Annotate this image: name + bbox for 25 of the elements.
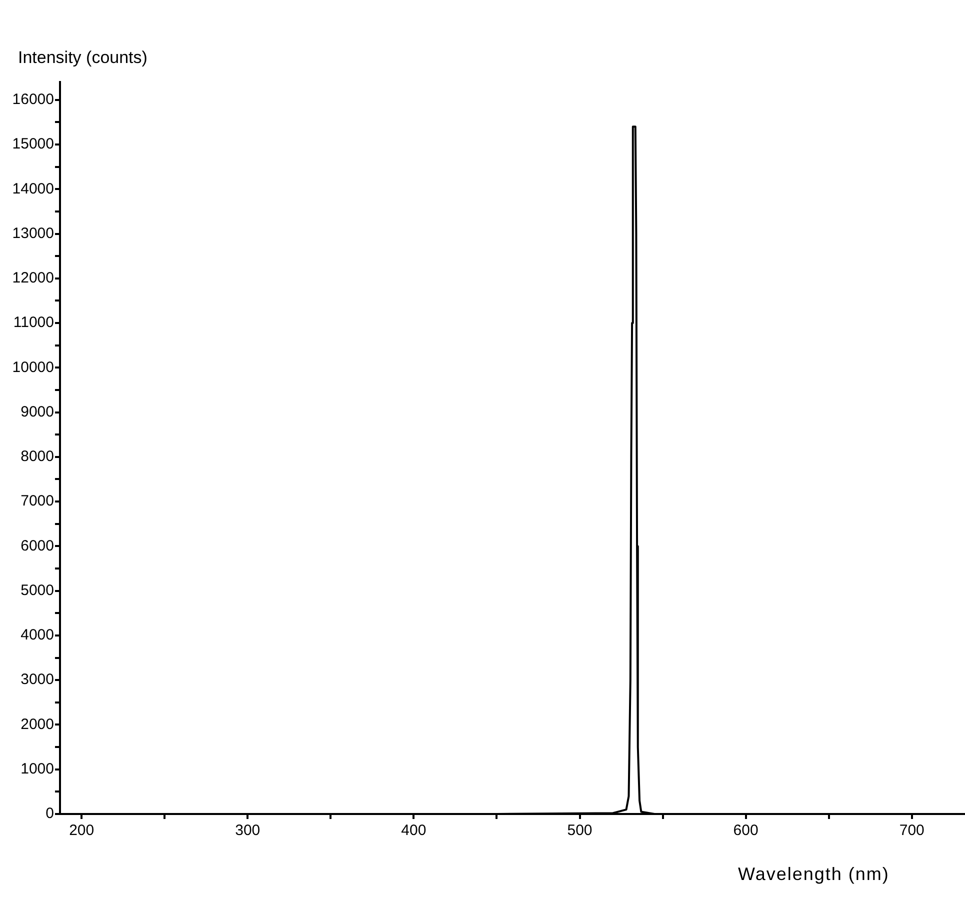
x-tick-label: 200 xyxy=(69,822,94,840)
x-tick-label: 700 xyxy=(899,822,924,840)
y-tick-label: 6000 xyxy=(20,537,54,554)
x-tick-label: 500 xyxy=(567,822,592,840)
y-tick-label: 0 xyxy=(46,805,54,822)
y-tick-label: 4000 xyxy=(20,626,54,644)
y-tick-label: 10000 xyxy=(12,358,54,376)
y-tick-label: 2000 xyxy=(20,716,54,733)
y-tick-label: 8000 xyxy=(20,448,54,466)
y-tick-label: 1000 xyxy=(20,760,54,778)
x-tick-label: 600 xyxy=(733,822,758,840)
y-tick-label: 5000 xyxy=(20,582,54,599)
y-tick-label: 15000 xyxy=(12,136,54,153)
y-tick-label: 12000 xyxy=(12,270,54,287)
y-tick-label: 11000 xyxy=(13,314,54,332)
x-axis-title: Wavelength (nm) xyxy=(738,864,890,885)
y-tick-label: 14000 xyxy=(12,180,54,198)
y-tick-label: 9000 xyxy=(20,403,54,420)
x-tick-label: 400 xyxy=(401,822,426,840)
y-tick-label: 7000 xyxy=(20,492,54,510)
y-tick-label: 3000 xyxy=(20,671,54,688)
y-axis-title: Intensity (counts) xyxy=(18,48,148,68)
x-tick-label: 300 xyxy=(235,822,260,840)
y-tick-label: 16000 xyxy=(12,90,54,108)
y-tick-label: 13000 xyxy=(12,224,54,242)
